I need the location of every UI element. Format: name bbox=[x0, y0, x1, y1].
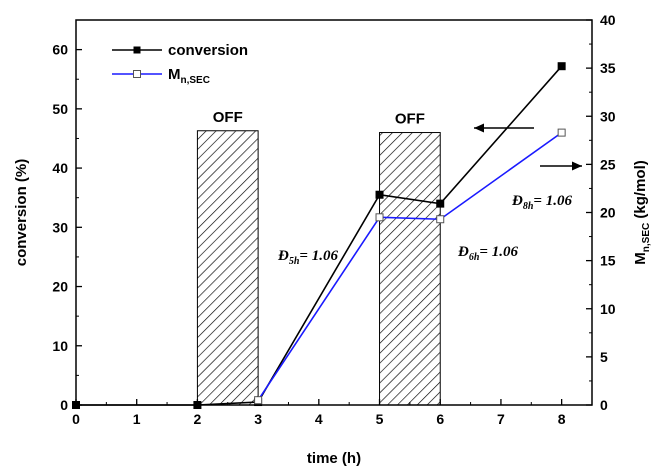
x-tick-label-7: 7 bbox=[497, 411, 505, 427]
y2-tick-label-15: 15 bbox=[600, 253, 616, 269]
off-label-2: OFF bbox=[395, 111, 425, 128]
data-point bbox=[254, 396, 263, 405]
x-axis-title: time (h) bbox=[307, 450, 361, 467]
data-point bbox=[193, 401, 202, 409]
x-tick-label-4: 4 bbox=[315, 411, 323, 427]
x-tick-label-6: 6 bbox=[436, 411, 444, 427]
legend-marker-mn bbox=[133, 70, 141, 78]
x-tick-label-0: 0 bbox=[72, 411, 80, 427]
dispersity-label-3: Đ8h= 1.06 bbox=[511, 193, 572, 212]
data-point bbox=[375, 190, 384, 199]
y-tick-label-60: 60 bbox=[52, 42, 68, 58]
arrow-right-head bbox=[572, 161, 582, 171]
data-point bbox=[436, 199, 445, 208]
series-line-1 bbox=[76, 65, 563, 406]
off-region-1 bbox=[196, 130, 259, 406]
off-label-1: OFF bbox=[213, 109, 243, 126]
y-axis-title: conversion (%) bbox=[13, 159, 30, 267]
legend-label-mn: Mn,SEC bbox=[168, 66, 210, 86]
y2-tick-label-10: 10 bbox=[600, 301, 616, 317]
y2-tick-label-25: 25 bbox=[600, 156, 616, 172]
off-regions: OFF OFF bbox=[196, 109, 441, 406]
legend-marker-conversion bbox=[133, 46, 141, 54]
data-point bbox=[375, 213, 384, 222]
data-point bbox=[72, 401, 80, 409]
y-tick-label-20: 20 bbox=[52, 279, 68, 295]
arrow-left-head bbox=[474, 123, 484, 133]
y2-tick-label-0: 0 bbox=[600, 397, 608, 413]
y-tick-label-50: 50 bbox=[52, 101, 68, 117]
legend-label-conversion: conversion bbox=[168, 42, 248, 59]
annotations: Đ5h= 1.06 Đ6h= 1.06 Đ8h= 1.06 bbox=[277, 123, 582, 267]
y2-tick-label-20: 20 bbox=[600, 205, 616, 221]
y-tick-label-40: 40 bbox=[52, 160, 68, 176]
x-tick-label-8: 8 bbox=[558, 411, 566, 427]
data-point bbox=[557, 128, 566, 137]
series-line-2 bbox=[257, 131, 563, 401]
legend: conversion Mn,SEC bbox=[112, 42, 248, 86]
dispersity-label-1: Đ5h= 1.06 bbox=[277, 248, 338, 267]
dispersity-label-2: Đ6h= 1.06 bbox=[457, 244, 518, 263]
y2-tick-label-5: 5 bbox=[600, 349, 608, 365]
y2-tick-label-35: 35 bbox=[600, 60, 616, 76]
series bbox=[72, 62, 566, 409]
y-tick-label-10: 10 bbox=[52, 338, 68, 354]
x-tick-label-2: 2 bbox=[194, 411, 202, 427]
data-point bbox=[436, 215, 445, 224]
y2-tick-label-30: 30 bbox=[600, 108, 616, 124]
y-tick-label-0: 0 bbox=[60, 397, 68, 413]
x-tick-label-1: 1 bbox=[133, 411, 141, 427]
plot-frame bbox=[75, 19, 593, 406]
x-tick-label-3: 3 bbox=[254, 411, 262, 427]
axes: 0 1 2 3 4 5 6 7 8 0 10 20 30 40 50 60 0 5 10 15 20 25 30 35 40 ti… bbox=[13, 12, 652, 467]
y2-axis-title: Mn,SEC (kg/mol) bbox=[632, 160, 652, 264]
y-tick-label-30: 30 bbox=[52, 219, 68, 235]
y2-tick-label-40: 40 bbox=[600, 12, 616, 28]
data-point bbox=[557, 62, 566, 71]
off-region-2 bbox=[379, 132, 441, 406]
x-tick-label-5: 5 bbox=[376, 411, 384, 427]
